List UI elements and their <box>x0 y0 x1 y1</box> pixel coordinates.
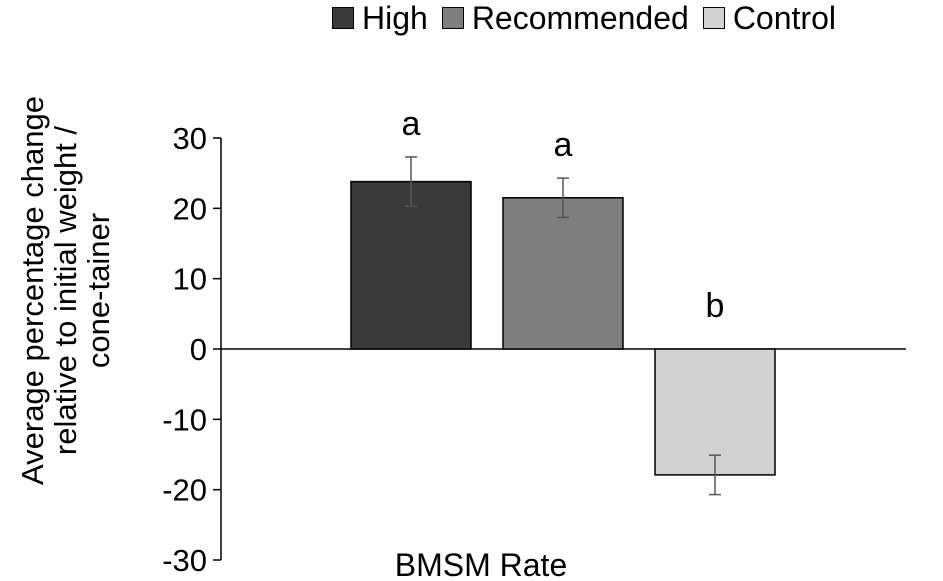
y-tick-label: 0 <box>190 332 207 367</box>
legend-item-high: High <box>332 0 428 37</box>
y-tick-label: -20 <box>162 473 207 508</box>
significance-letter-recommended: a <box>554 126 573 164</box>
bar-high <box>350 180 472 350</box>
y-tick-label: 20 <box>173 191 207 226</box>
bar-recommended <box>502 197 624 350</box>
legend-label-high: High <box>362 0 428 36</box>
legend-item-recommended: Recommended <box>441 0 689 37</box>
x-axis-label: BMSM Rate <box>395 547 567 581</box>
legend-swatch-high <box>332 7 354 29</box>
legend-item-control: Control <box>702 0 836 37</box>
error-bar-high <box>405 156 417 207</box>
legend-label-control: Control <box>732 0 836 36</box>
significance-letter-control: b <box>706 287 725 325</box>
error-bar-control <box>709 454 721 496</box>
y-tick-label: -30 <box>162 543 207 578</box>
legend-swatch-recommended <box>441 7 464 29</box>
y-tick-label: -10 <box>162 402 207 437</box>
legend: High Recommended Control <box>332 0 850 36</box>
error-bar-recommended <box>557 177 569 219</box>
y-tick-label: 10 <box>173 262 207 297</box>
bar-control <box>654 348 776 476</box>
y-tick-label: 30 <box>173 121 207 156</box>
legend-label-recommended: Recommended <box>471 0 689 36</box>
significance-letter-high: a <box>402 105 421 143</box>
legend-swatch-control <box>702 7 725 29</box>
